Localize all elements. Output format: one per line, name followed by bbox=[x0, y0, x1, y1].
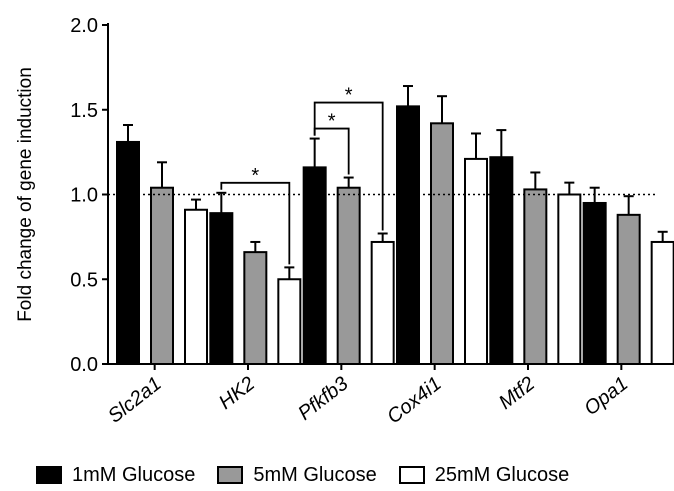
significance-bracket bbox=[220, 181, 291, 265]
bar bbox=[650, 240, 674, 366]
y-tick-label: 0.0 bbox=[70, 354, 98, 376]
x-tick-label: Opa1 bbox=[580, 373, 632, 420]
legend-label: 5mM Glucose bbox=[253, 463, 377, 486]
x-tick-label: Cox4i1 bbox=[383, 373, 446, 429]
bar bbox=[396, 105, 420, 366]
bar bbox=[302, 166, 327, 365]
bar bbox=[336, 186, 361, 365]
bar bbox=[489, 156, 514, 365]
y-tick-label: 2.0 bbox=[70, 15, 98, 37]
legend-label: 25mM Glucose bbox=[434, 463, 570, 486]
y-tick-label: 1.0 bbox=[70, 185, 98, 207]
bar bbox=[209, 212, 234, 365]
bar bbox=[523, 188, 548, 365]
x-tick-label: HK2 bbox=[215, 373, 259, 414]
bar bbox=[116, 140, 140, 365]
legend-swatch bbox=[398, 466, 425, 484]
legend-swatch bbox=[36, 466, 62, 484]
bar bbox=[464, 157, 488, 365]
legend-item: 5mM Glucose bbox=[217, 463, 377, 487]
significance-label: * bbox=[328, 111, 336, 133]
legend: 1mM Glucose 5mM Glucose 25mM Glucose bbox=[36, 462, 591, 488]
y-tick-label: 0.5 bbox=[70, 269, 98, 291]
x-tick-label: Slc2a1 bbox=[104, 373, 166, 428]
bar bbox=[370, 240, 395, 366]
x-tick-label: Mtf2 bbox=[495, 373, 539, 414]
bar bbox=[184, 208, 208, 365]
legend-item: 1mM Glucose bbox=[36, 464, 195, 487]
legend-item: 25mM Glucose bbox=[398, 463, 570, 487]
bar-chart: Fold change of gene induction 0.0 0.5 1.0 1.… bbox=[15, 15, 674, 429]
significance-label: * bbox=[345, 85, 353, 107]
bar bbox=[277, 278, 302, 365]
y-tick-label: 1.5 bbox=[70, 100, 98, 122]
bar bbox=[150, 186, 174, 365]
significance-bracket bbox=[313, 101, 384, 231]
y-axis-title: Fold change of gene induction bbox=[15, 67, 36, 322]
bar bbox=[243, 251, 268, 366]
x-tick-label: Pfkfb3 bbox=[294, 373, 352, 425]
bar bbox=[616, 213, 641, 365]
significance-label: * bbox=[251, 165, 259, 187]
bar bbox=[430, 122, 454, 365]
bar bbox=[557, 193, 582, 365]
bar bbox=[582, 201, 607, 365]
legend-swatch bbox=[217, 466, 244, 484]
legend-label: 1mM Glucose bbox=[72, 463, 196, 486]
